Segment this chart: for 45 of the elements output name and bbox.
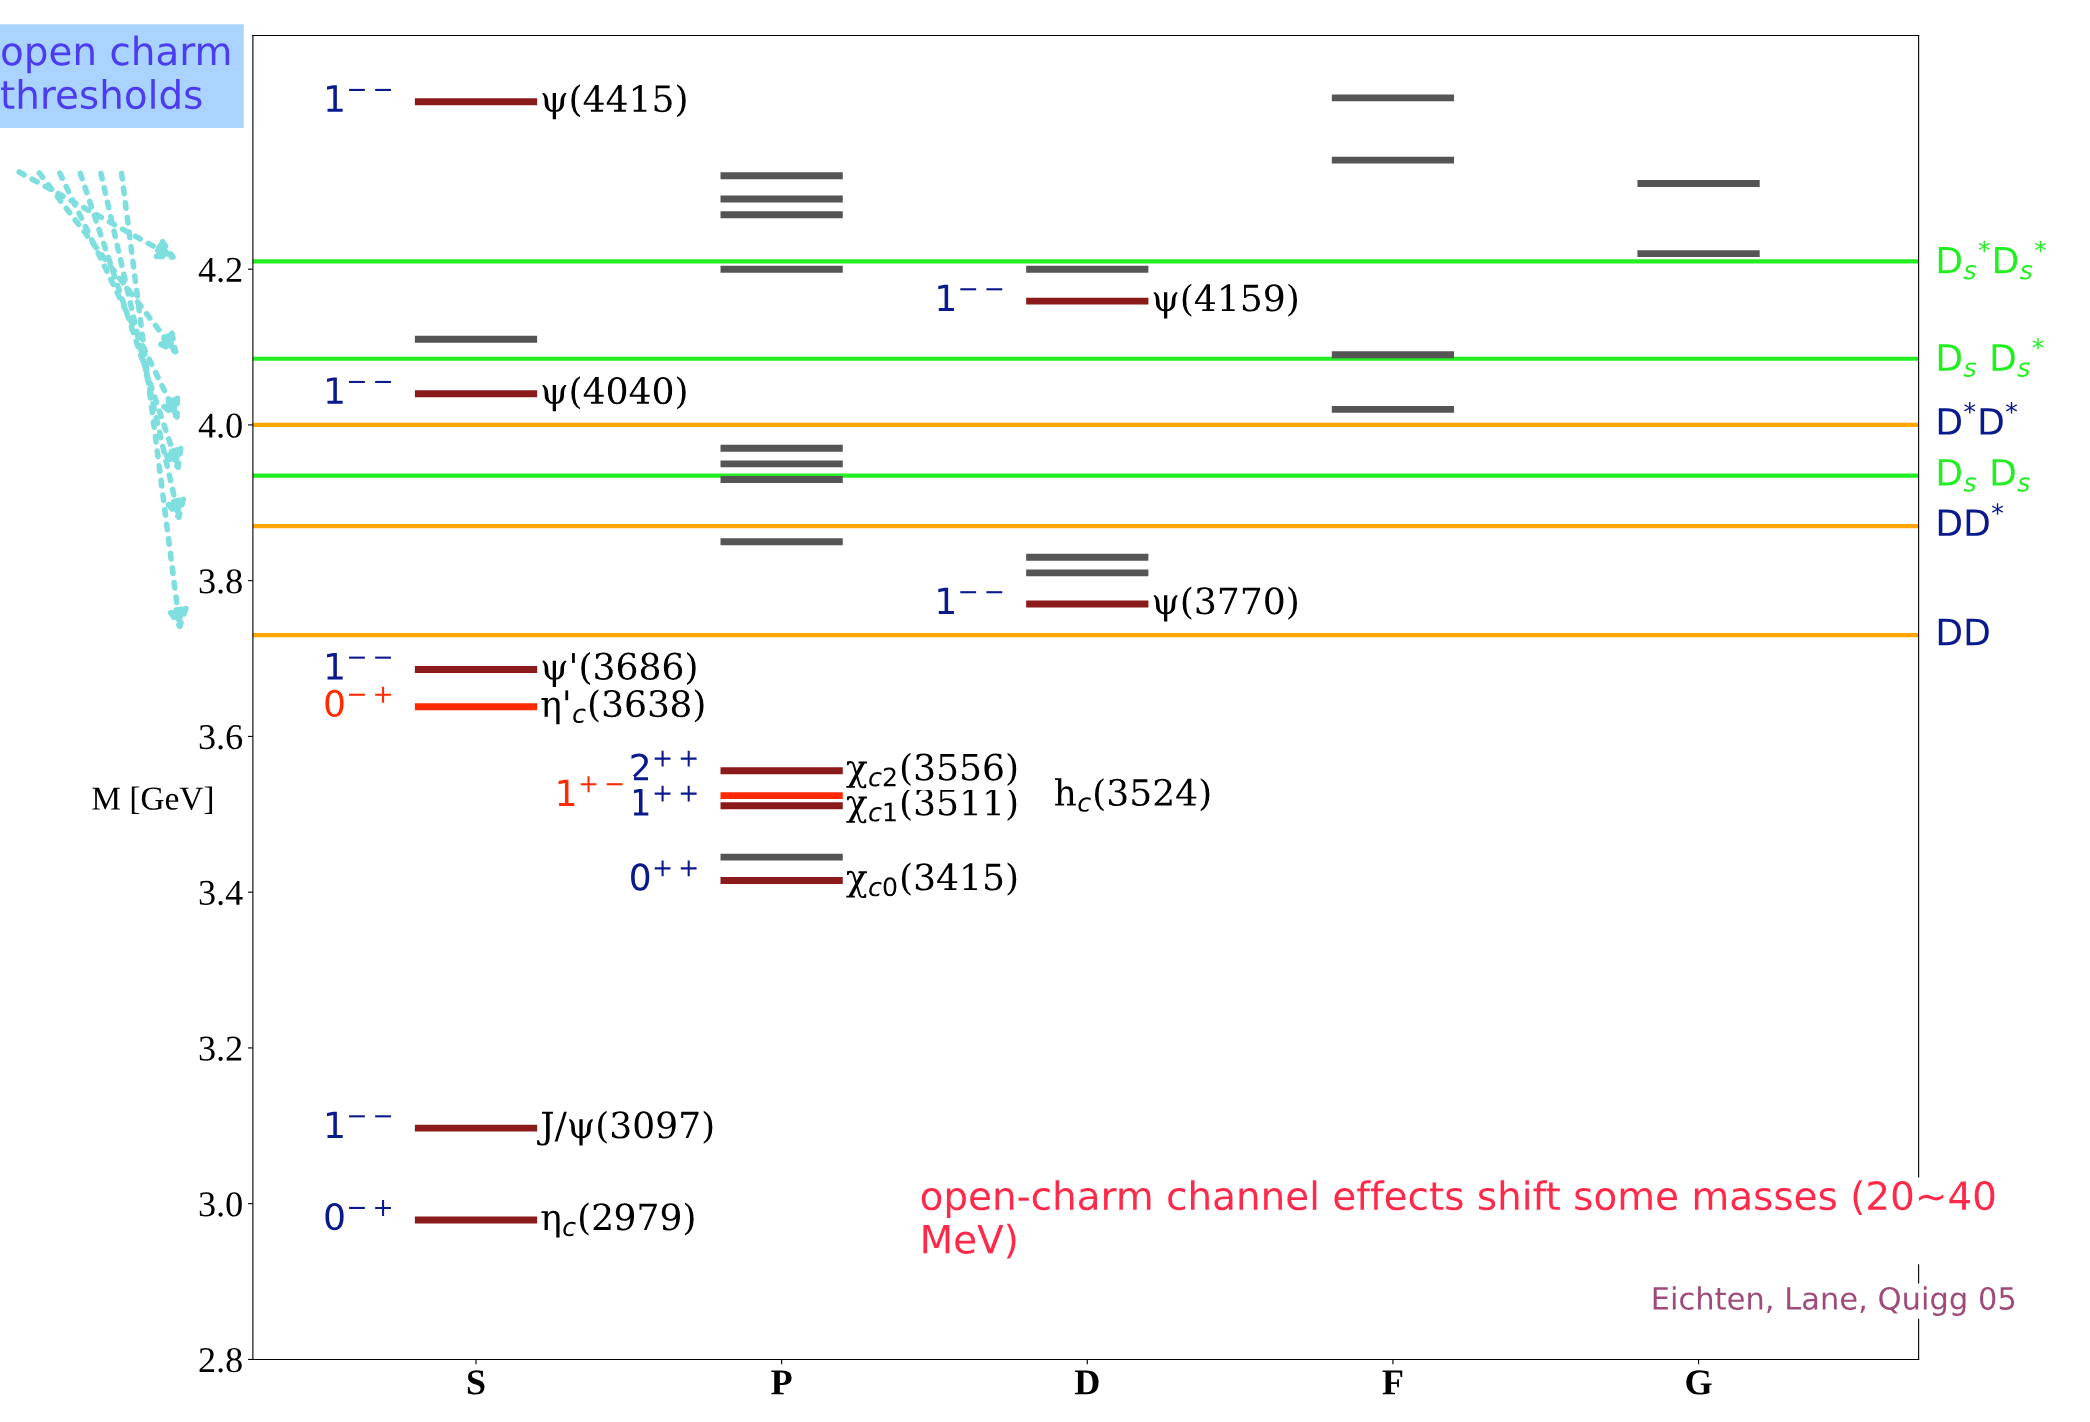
annotation: 1$^{−−}$ — [938, 587, 1003, 614]
series-label: J/ψ(3097) — [537, 1110, 713, 1146]
y-tick-label: 3.0 — [199, 1192, 242, 1217]
series-label: ψ(4159) — [1153, 283, 1298, 319]
series-label: ψ'(3686) — [542, 651, 696, 687]
annotation: 1$^{−−}$ — [327, 653, 391, 680]
annotation: 1$^{+−}$ — [558, 776, 623, 806]
text: h$_{c}$(3524) — [1054, 778, 1210, 812]
series-label: χ$_{c2}$(3556) — [846, 752, 1017, 789]
annotation: 1$^{++}$ — [632, 785, 697, 816]
series-label: χ$_{c0}$(3415) — [846, 862, 1017, 899]
y-tick-label: 2.8 — [199, 1347, 242, 1373]
series-label: ψ(4415) — [542, 84, 686, 120]
text: open charm thresholds — [1, 35, 230, 110]
x-tick-label: P — [771, 1370, 792, 1395]
annotation: 1$^{−−}$ — [327, 85, 391, 112]
ref-line-label: D$_{s}$$^{*}$D$_{s}$$^{*}$ — [1938, 240, 2047, 280]
y-tick-label: 3.2 — [199, 1036, 242, 1061]
y-tick-label: 3.8 — [199, 569, 242, 594]
y-tick-label: 4.2 — [198, 257, 242, 283]
ref-line-label: D$_{s}$ D$_{s}$$^{*}$ — [1938, 338, 2044, 377]
y-tick-label: 4.0 — [198, 413, 242, 438]
ref-line-label: D$^{*}$D$^{*}$ — [1938, 402, 2018, 435]
annotation: Eichten, Lane, Quigg 05 — [1653, 1286, 2015, 1316]
ref-line-label: DD — [1938, 618, 1989, 646]
x-tick-label: G — [1686, 1370, 1712, 1395]
x-tick-label: S — [467, 1370, 485, 1395]
y-tick-label: 3.6 — [199, 725, 243, 750]
annotation: 0$^{−+}$ — [325, 686, 391, 718]
annotation: 0$^{−+}$ — [325, 1200, 391, 1231]
annotation: 1$^{−−}$ — [327, 377, 391, 404]
series-label: η'$_{c}$(3638) — [541, 689, 704, 725]
series-label: ψ(3770) — [1153, 586, 1298, 622]
ref-line-label: D$_{s}$ D$_{s}$ — [1938, 459, 2030, 492]
annotation: open-charm channel effects shift some masses (20~40 MeV) — [921, 1180, 1995, 1259]
y-tick-label: 3.4 — [199, 880, 243, 906]
series-label: ψ(4040) — [542, 376, 686, 412]
annotation: 1$^{−−}$ — [327, 1111, 391, 1139]
x-tick-label: D — [1074, 1370, 1099, 1395]
y-axis-title: M [GeV] — [92, 786, 213, 814]
annotation: 0$^{++}$ — [631, 860, 697, 891]
ref-line-label: DD$^{*}$ — [1938, 503, 2004, 536]
series-label: η$_{c}$(2979) — [541, 1202, 694, 1238]
annotation: 1$^{−−}$ — [938, 284, 1003, 312]
x-tick-label: F — [1382, 1370, 1403, 1395]
